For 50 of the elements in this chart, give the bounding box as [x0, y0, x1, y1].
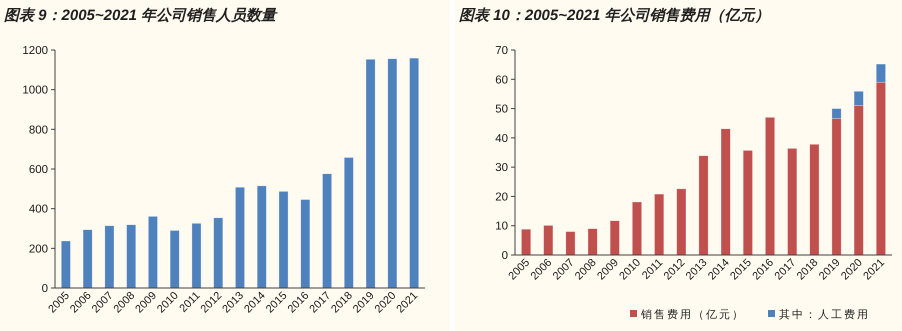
bar: [409, 58, 419, 288]
bar: [742, 150, 753, 256]
bar: [278, 191, 288, 288]
y-tick-label: 400: [28, 204, 48, 216]
bar: [235, 186, 245, 288]
y-tick-label: 30: [495, 162, 508, 174]
bar: [676, 188, 686, 256]
bar: [366, 59, 376, 288]
bar: [632, 202, 642, 256]
y-tick-label: 800: [28, 124, 48, 136]
y-tick-label: 60: [495, 74, 508, 86]
bar: [322, 173, 332, 288]
bar: [104, 225, 114, 288]
bar: [170, 230, 180, 288]
bar: [588, 228, 598, 256]
y-tick-label: 20: [495, 191, 508, 204]
bar: [344, 157, 354, 288]
y-tick-label: 0: [502, 250, 508, 262]
bar: [256, 186, 267, 288]
y-tick-label: 50: [495, 104, 508, 116]
y-tick-label: 1200: [22, 45, 48, 57]
y-tick-label: 200: [28, 243, 48, 256]
bar: [126, 224, 136, 288]
chart-title: 图表 9：2005~2021 年公司销售人员数量: [4, 7, 278, 24]
bar: [809, 144, 820, 256]
y-tick-label: 70: [495, 45, 508, 57]
bar: [610, 220, 620, 256]
bar: [192, 223, 202, 288]
y-tick-label: 1000: [22, 84, 48, 97]
bar: [61, 240, 71, 288]
y-tick-label: 0: [42, 283, 48, 295]
bar: [765, 117, 775, 256]
bar: [213, 217, 224, 288]
chart-title: 图表 10：2005~2021 年公司销售费用（亿元）: [459, 7, 770, 24]
y-tick-label: 40: [495, 132, 508, 145]
bar: [521, 228, 532, 256]
bar: [787, 148, 798, 256]
bar: [543, 225, 554, 256]
bar: [698, 155, 708, 256]
bar: [387, 58, 398, 288]
bar: [148, 216, 158, 288]
legend-label: 其中：人工费用: [779, 308, 870, 321]
bar: [720, 128, 731, 256]
legend-label: 销售费用（亿元）: [640, 308, 745, 321]
y-tick-label: 600: [28, 164, 48, 176]
y-tick-label: 10: [495, 220, 508, 233]
bar: [654, 194, 664, 256]
bar: [82, 229, 93, 288]
bar: [565, 231, 576, 256]
bar: [300, 199, 310, 288]
